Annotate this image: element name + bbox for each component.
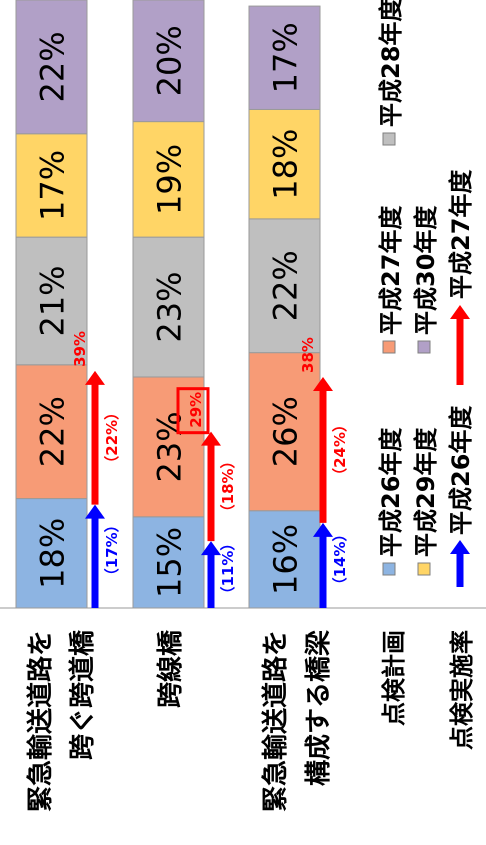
arrow-h26-c0-head bbox=[85, 504, 105, 519]
arrow-h27-c1-head bbox=[201, 431, 221, 446]
legend-label-1: 平成27年度 bbox=[377, 205, 405, 335]
legend-swatch-3 bbox=[417, 562, 431, 576]
rates-layer: （17%） （22%） 39% （11%） （18%） 29% （14%） （24%） 38% bbox=[71, 331, 349, 608]
arrow-h26-c2-head bbox=[313, 522, 333, 537]
legend-arrow-h27-head bbox=[450, 305, 470, 319]
value-label-c1-s1: 23% bbox=[151, 411, 189, 482]
value-label-c1-s2: 23% bbox=[151, 271, 189, 342]
legend-swatch-1 bbox=[382, 340, 396, 354]
value-label-c0-s1: 22% bbox=[34, 396, 72, 467]
value-label-c2-s0: 16% bbox=[267, 524, 305, 595]
value-label-c2-s1: 26% bbox=[267, 396, 305, 467]
rate-label-h27inc-c2: （24%） bbox=[331, 417, 349, 483]
bars-layer: 18% 22% 21% 17% 22% 15% 23% 23% 19% 20% 16% 26% 22% 1… bbox=[15, 0, 321, 609]
rate-label-h27-total-c2: 38% bbox=[299, 337, 317, 373]
value-label-c0-s4: 22% bbox=[34, 31, 72, 102]
legend-label-3: 平成29年度 bbox=[412, 427, 440, 557]
rate-label-h27inc-c1: （18%） bbox=[219, 453, 237, 519]
rate-label-h26-c1: （11%） bbox=[219, 536, 237, 602]
legend-label-2: 平成28年度 bbox=[377, 0, 405, 127]
arrow-h27-c2-head bbox=[313, 376, 333, 391]
legend-label-0: 平成26年度 bbox=[377, 427, 405, 557]
category-label-0-0: 緊急輸送道路を bbox=[25, 630, 56, 812]
rate-label-h27-total-c0: 39% bbox=[71, 331, 89, 367]
category-label-2-0: 緊急輸送道路を bbox=[260, 630, 291, 812]
value-label-c1-s0: 15% bbox=[151, 527, 189, 598]
value-label-c1-s4: 20% bbox=[151, 25, 189, 96]
category-label-0-1: 跨ぐ跨道橋 bbox=[67, 629, 98, 760]
value-label-c2-s3: 18% bbox=[267, 129, 305, 200]
legend-swatch-4 bbox=[417, 340, 431, 354]
legend: 点検計画平成26年度平成27年度平成28年度平成29年度平成30年度点検実施率平… bbox=[377, 0, 476, 750]
arrow-h27-c0-head bbox=[85, 370, 105, 385]
rate-label-h27-total-c1: 29% bbox=[187, 392, 205, 428]
category-labels: 緊急輸送道路を 跨ぐ跨道橋 跨線橋 緊急輸送道路を 構成する橋梁 bbox=[25, 629, 334, 812]
value-label-c1-s3: 19% bbox=[151, 144, 189, 215]
bar-segment-c1-s4 bbox=[132, 0, 205, 123]
bar-segment-c0-s4 bbox=[15, 0, 88, 135]
value-label-c0-s2: 21% bbox=[34, 265, 72, 336]
legend-rate-label-h27: 平成27年度 bbox=[447, 169, 475, 299]
arrow-h26-c1-head bbox=[201, 541, 221, 556]
value-label-c2-s4: 17% bbox=[267, 22, 305, 93]
rate-label-h26-c0: （17%） bbox=[103, 517, 121, 583]
legend-rate-label-h26: 平成26年度 bbox=[447, 405, 475, 535]
legend-swatch-2 bbox=[382, 132, 396, 146]
rate-label-h26-c2: （14%） bbox=[331, 526, 349, 592]
value-label-c2-s2: 22% bbox=[267, 250, 305, 321]
category-label-2-1: 構成する橋梁 bbox=[304, 630, 334, 786]
legend-arrow-h26-head bbox=[450, 540, 470, 554]
legend-swatch-0 bbox=[382, 562, 396, 576]
value-label-c0-s3: 17% bbox=[34, 150, 72, 221]
value-label-c0-s0: 18% bbox=[34, 518, 72, 589]
legend-plan-title: 点検計画 bbox=[380, 630, 408, 726]
category-label-1-0: 跨線橋 bbox=[155, 629, 186, 708]
rate-label-h27inc-c0: （22%） bbox=[103, 405, 121, 471]
legend-label-4: 平成30年度 bbox=[412, 205, 440, 335]
rate-highlight-box bbox=[176, 387, 210, 435]
bar-segment-c2-s4 bbox=[248, 5, 321, 110]
legend-rate-title: 点検実施率 bbox=[448, 630, 476, 750]
